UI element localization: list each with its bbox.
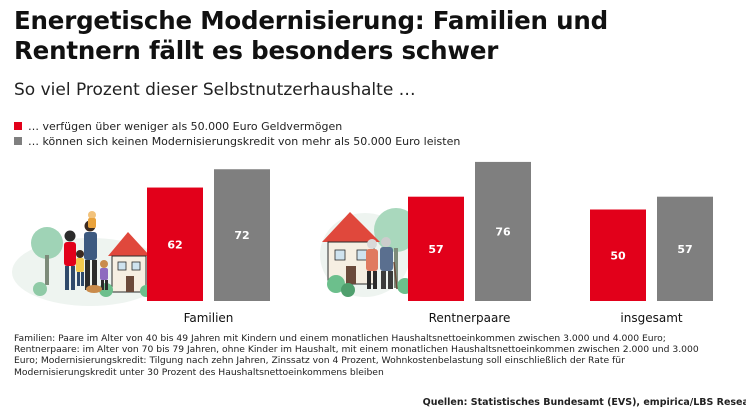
legend-entry-kredit: … können sich keinen Modernisierungskred… [14,133,460,149]
legend-label-kredit: … können sich keinen Modernisierungskred… [28,134,461,148]
category-label-insgesamt: insgesamt [620,311,682,325]
category-label-familien: Familien [184,311,234,325]
bar-insgesamt-series-0 [590,209,646,301]
source-note: Quellen: Statistisches Bundesamt (EVS), … [422,397,746,408]
bar-familien-series-0 [147,187,203,301]
legend-entry-geldvermoegen: … verfügen über weniger als 50.000 Euro … [14,118,342,134]
bar-label-rentnerpaare-series-1: 76 [495,225,511,238]
bar-insgesamt-series-1 [657,196,713,301]
bar-rentnerpaare-series-1 [475,161,531,301]
footnote: Familien: Paare im Alter von 40 bis 49 J… [14,333,699,378]
bar-chart: 62 72 57 76 50 57 Familien Rentnerpaare insgesa… [12,161,713,325]
legend-label-geldvermoegen: … verfügen über weniger als 50.000 Euro … [28,119,343,133]
bars-group [147,161,713,301]
family-house-illustration [12,211,168,306]
chart-subtitle: So viel Prozent dieser Selbstnutzerhaush… [14,80,416,100]
chart-title: Energetische Modernisierung: Familien un… [14,6,608,65]
legend-swatch-red [14,122,22,130]
bar-familien-series-1 [214,169,270,301]
category-label-rentnerpaare: Rentnerpaare [429,311,511,325]
legend-swatch-gray [14,137,22,145]
bar-rentnerpaare-series-0 [408,196,464,301]
bar-label-familien-series-0: 62 [167,238,182,251]
bar-label-insgesamt-series-1: 57 [677,243,692,256]
bar-label-familien-series-1: 72 [234,229,249,242]
senior-couple-house-illustration [320,208,418,297]
bar-label-insgesamt-series-0: 50 [610,249,626,262]
category-labels-group: Familien Rentnerpaare insgesamt [184,311,683,325]
bar-label-rentnerpaare-series-0: 57 [428,243,443,256]
bar-labels-group: 62 72 57 76 50 57 [167,225,692,262]
